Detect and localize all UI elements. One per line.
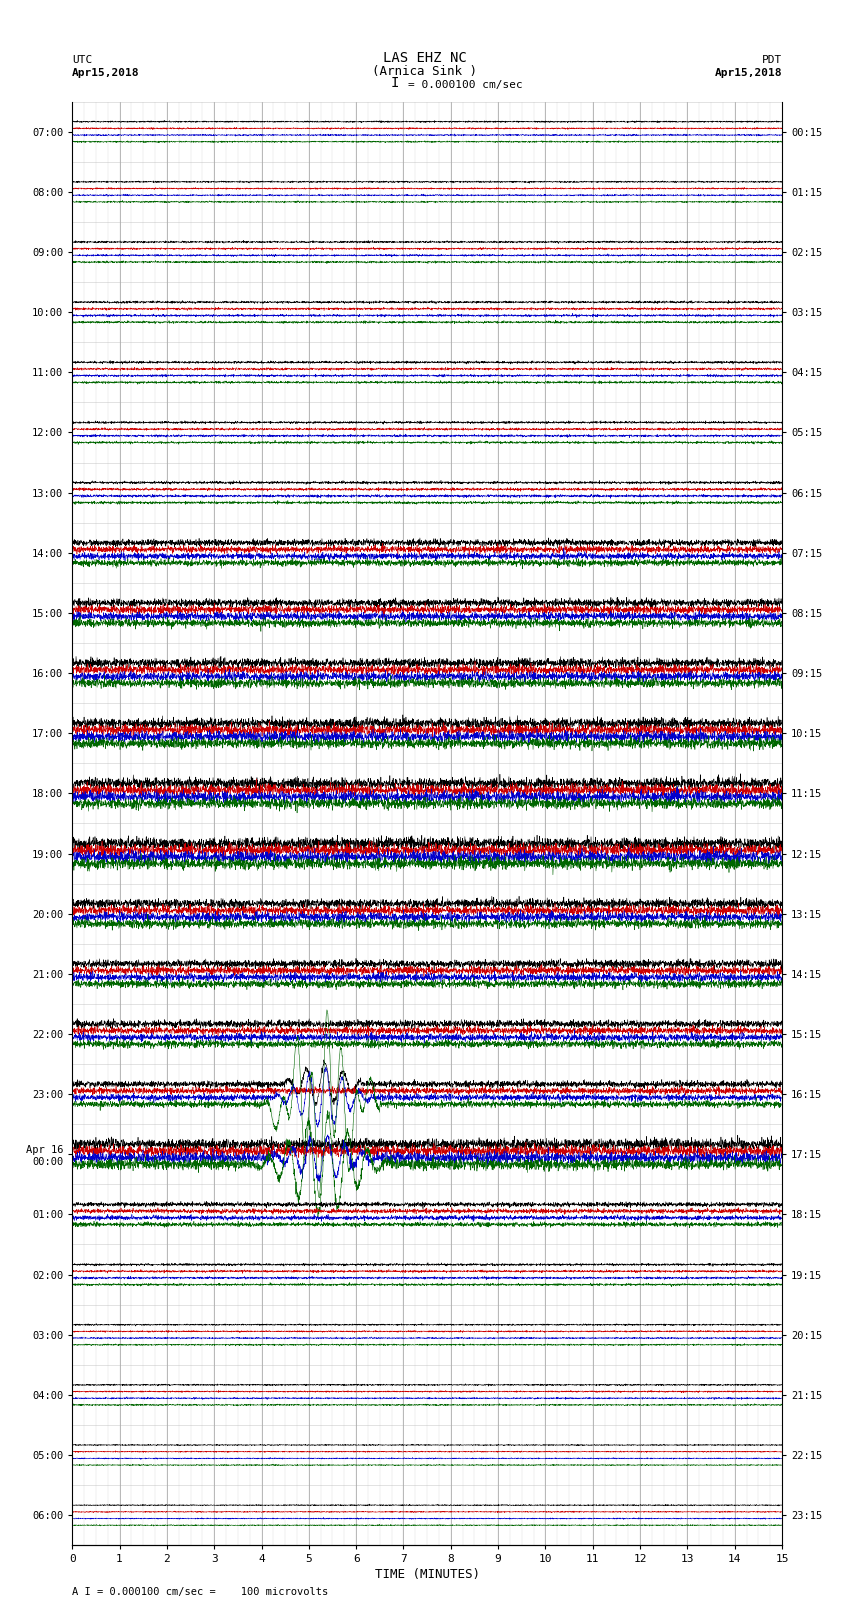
- Text: I: I: [391, 76, 399, 90]
- Text: (Arnica Sink ): (Arnica Sink ): [372, 65, 478, 77]
- Text: LAS EHZ NC: LAS EHZ NC: [383, 52, 467, 65]
- Text: Apr15,2018: Apr15,2018: [715, 68, 782, 77]
- Text: UTC: UTC: [72, 55, 93, 65]
- Text: = 0.000100 cm/sec: = 0.000100 cm/sec: [408, 79, 523, 90]
- X-axis label: TIME (MINUTES): TIME (MINUTES): [375, 1568, 479, 1581]
- Text: A I = 0.000100 cm/sec =    100 microvolts: A I = 0.000100 cm/sec = 100 microvolts: [72, 1587, 328, 1597]
- Text: Apr15,2018: Apr15,2018: [72, 68, 139, 77]
- Text: PDT: PDT: [762, 55, 782, 65]
